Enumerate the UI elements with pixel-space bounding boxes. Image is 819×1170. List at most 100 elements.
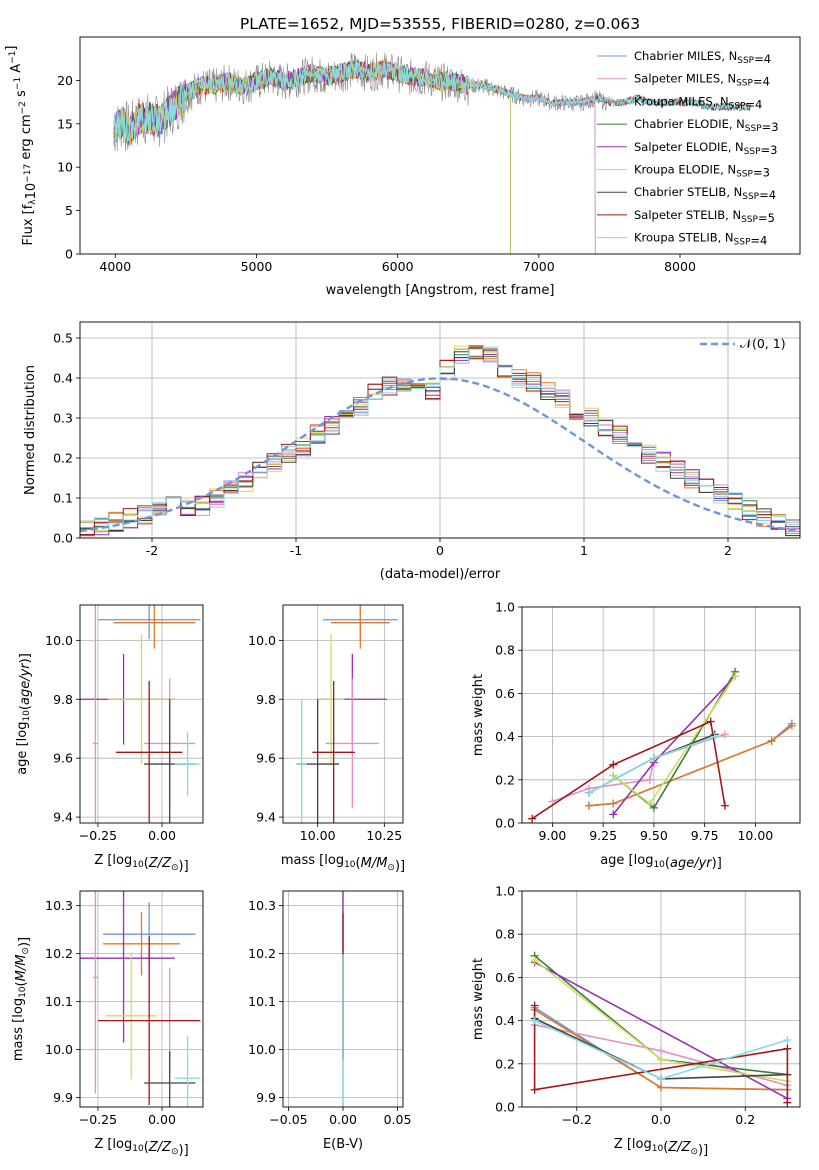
legend: Chabrier MILES, NSSP=4 Salpeter MILES, NS… [597,49,779,248]
axes-frame [282,604,404,824]
x-tick-label: 10.00 [737,828,773,843]
y-tick-label: 0.2 [53,451,73,466]
y-axis-label: Normed distribution [23,365,38,495]
y-tick-label: 1.0 [495,884,515,899]
y-tick-label: 9.8 [53,692,73,707]
y-axis-label: Flux [fλ10−17 erg cm−2 s−1 A−1] [4,46,39,246]
x-tick-label: −0.05 [269,1112,307,1127]
x-tick-label: −0.25 [79,828,117,843]
weight-point [720,801,729,810]
panel-age_vs_Z: −0.25 0.00 9.4 9.6 9.8 10.0 Z [log10(Z/Z⊙)] age… [15,604,204,874]
model-spectrum [113,59,751,143]
x-tick-label: 8000 [664,259,696,274]
y-tick-label: 0.2 [495,772,515,787]
weight-line [588,725,793,807]
weight-point [609,810,618,819]
x-axis-label: E(B-V) [323,1137,363,1152]
axes-frame [79,36,801,255]
y-tick-label: 9.4 [53,810,73,825]
weight-line [531,720,726,820]
legend-label: Chabrier ELODIE, NSSP=3 [634,117,779,134]
legend-label: Chabrier MILES, NSSP=4 [634,49,771,66]
y-tick-label: 0.6 [495,686,515,701]
x-tick-label: -2 [146,543,158,558]
y-tick-label: 0.0 [495,816,515,831]
x-tick-label: −0.25 [79,1112,117,1127]
weight-point [657,1046,665,1055]
y-tick-label: 10.0 [45,1042,73,1057]
x-tick-label: -1 [290,543,302,558]
x-tick-label: 9.00 [539,828,567,843]
x-tick-label: 0.00 [329,1112,357,1127]
y-tick-label: 15 [57,116,73,131]
weight-point [530,1085,539,1094]
x-axis-label: Z [log10(Z/Z⊙)] [614,1137,708,1158]
y-tick-label: 10.1 [45,994,73,1009]
weight-point [528,814,537,823]
normal-curve [80,377,800,533]
axes-frame [521,606,801,824]
legend-label: Salpeter ELODIE, NSSP=3 [634,140,777,157]
weight-point [710,732,719,741]
y-axis-label: mass [log10(M/M⊙)] [11,937,32,1061]
weight-point [657,1055,665,1064]
weight-point [720,730,729,739]
histogram-step [80,346,800,530]
plot-content [80,891,201,1107]
y-tick-label: 9.6 [256,751,276,766]
y-tick-label: 0.6 [495,970,515,985]
plot-content [113,52,751,254]
weight-point [584,801,593,810]
weight-point [649,803,658,812]
x-tick-label: 6000 [382,259,414,274]
y-tick-label: 10 [57,160,73,175]
legend-label: 𝒩(0, 1) [740,336,786,351]
x-tick-label: 9.75 [691,828,719,843]
weight-point [657,1083,665,1092]
weight-point [783,1044,792,1053]
panel-spectrum: 4000 5000 6000 7000 8000 0 5 10 15 20 wavelength [… [4,36,801,298]
y-axis-label: age [log10(age/yr)] [15,653,33,775]
x-axis-label: wavelength [Angstrom, rest frame] [326,283,555,298]
x-tick-label: 0 [436,543,444,558]
legend-label: Salpeter MILES, NSSP=4 [634,72,770,89]
axes-frame [282,890,404,1108]
y-tick-label: 0.4 [495,729,515,744]
x-tick-label: 10.25 [366,828,402,843]
y-tick-label: 0 [65,247,73,262]
legend-label: Chabrier STELIB, NSSP=4 [634,185,776,202]
y-tick-label: 0.5 [53,331,73,346]
y-tick-label: 10.1 [248,994,276,1009]
x-tick-label: 10.00 [300,828,336,843]
panel-mass_vs_ebv: −0.05 0.00 0.05 9.9 10.0 10.1 10.2 10.3 E(B-V) [248,890,411,1152]
x-tick-label: 0.0 [651,1112,671,1127]
weight-point [530,956,539,965]
y-axis-label: mass weight [471,674,486,756]
plot-content [80,345,800,537]
y-tick-label: 0.4 [53,371,73,386]
x-tick-label: 4000 [99,259,131,274]
x-tick-label: 0.00 [148,828,176,843]
weight-point [706,717,715,726]
axes-frame [79,321,801,539]
figure-title: PLATE=1652, MJD=53555, FIBERID=0280, z=0… [240,15,640,33]
y-tick-label: 1.0 [495,600,515,615]
plot-area [283,605,403,823]
plot-content [530,951,792,1107]
weight-point [787,721,796,730]
weight-point [783,1036,792,1045]
x-tick-label: 2 [724,543,732,558]
y-tick-label: 0.0 [495,1100,515,1115]
weight-point [649,754,658,763]
x-axis-label: age [log10(age/yr)] [600,853,722,871]
weight-point [645,799,654,808]
y-tick-label: 5 [65,203,73,218]
x-tick-label: 9.25 [589,828,617,843]
y-tick-label: 10.2 [248,946,276,961]
y-tick-label: 9.4 [256,810,276,825]
model-spectrum [113,60,511,254]
y-tick-label: 9.9 [256,1090,276,1105]
y-tick-label: 20 [57,73,73,88]
legend-label: Salpeter STELIB, NSSP=5 [634,208,775,225]
